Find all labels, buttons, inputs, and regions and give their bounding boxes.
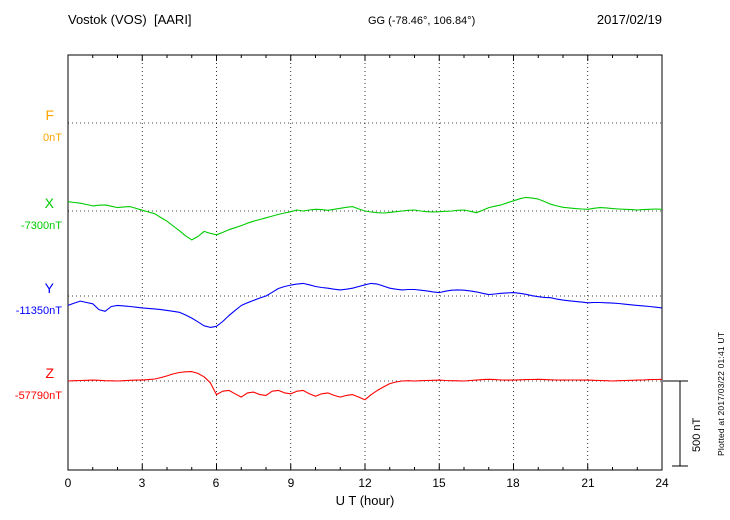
xtick-21: 21 bbox=[581, 476, 595, 490]
plot-date: 2017/02/19 bbox=[596, 12, 662, 27]
series-baseline-f: 0nT bbox=[43, 132, 62, 144]
xtick-6: 6 bbox=[212, 476, 220, 490]
series-baseline-y: -11350nT bbox=[15, 305, 62, 317]
xtick-9: 9 bbox=[287, 476, 295, 490]
trace-Y bbox=[67, 282, 663, 328]
trace-Z bbox=[67, 371, 663, 401]
series-baseline-z: -57790nT bbox=[14, 390, 62, 402]
station-title: Vostok (VOS) [AARI] bbox=[68, 12, 192, 27]
xtick-18: 18 bbox=[506, 476, 520, 490]
xtick-15: 15 bbox=[432, 476, 446, 490]
series-label-y: Y bbox=[44, 280, 54, 296]
x-axis-label: U T (hour) bbox=[335, 493, 395, 508]
xtick-12: 12 bbox=[358, 476, 372, 490]
xtick-24: 24 bbox=[655, 476, 669, 490]
plotted-at-note: Plotted at 2017/03/22 01:41 UT bbox=[716, 331, 726, 456]
xtick-3: 3 bbox=[138, 476, 146, 490]
plot-border bbox=[67, 54, 663, 471]
trace-X bbox=[67, 196, 663, 241]
xtick-0: 0 bbox=[64, 476, 72, 490]
series-label-f: F bbox=[45, 107, 54, 123]
series-baseline-x: -7300nT bbox=[21, 220, 62, 232]
scale-bar-label: 500 nT bbox=[691, 417, 703, 452]
series-label-x: X bbox=[44, 195, 54, 211]
geographic-coords: GG (-78.46°, 106.84°) bbox=[368, 15, 476, 27]
series-label-z: Z bbox=[45, 365, 54, 381]
